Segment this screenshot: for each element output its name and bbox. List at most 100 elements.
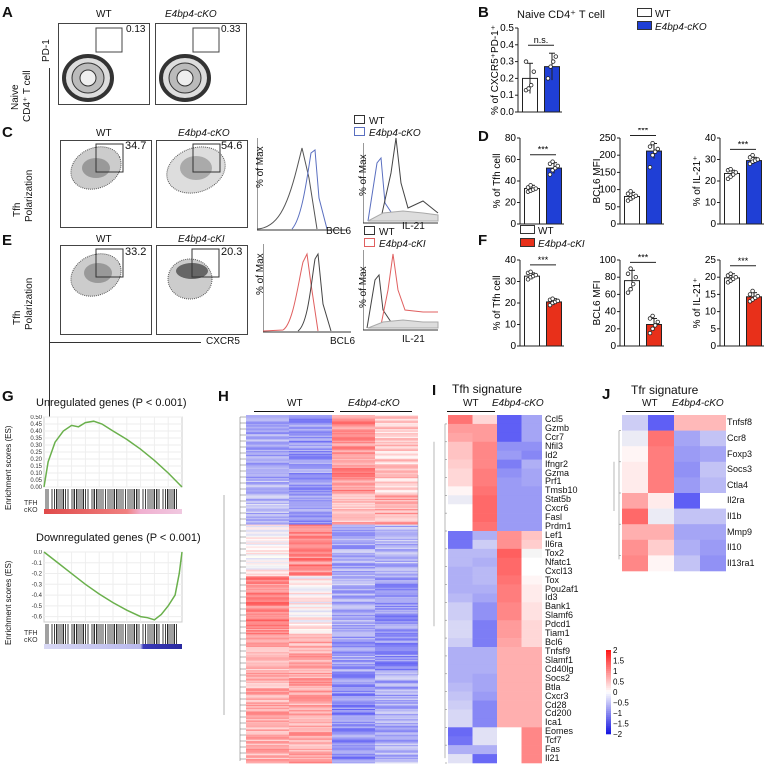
- data-point: [755, 293, 760, 299]
- heatmap-cell: [246, 532, 289, 534]
- legend-item: WT: [637, 8, 707, 21]
- heatmap-cell: [521, 620, 542, 630]
- heatmap-cell: [246, 686, 289, 689]
- heatmap-cell: [289, 705, 332, 707]
- heatmap-cell: [472, 620, 497, 630]
- heatmap-cell: [332, 494, 375, 497]
- heatmap-cell: [472, 709, 497, 719]
- heatmap-cell: [700, 508, 726, 525]
- data-point: [625, 271, 631, 276]
- y-tick-label: 50: [605, 202, 617, 213]
- heatmap-cell: [375, 567, 418, 569]
- bar: [746, 296, 762, 347]
- heatmap-cell: [332, 589, 375, 591]
- heatmap-cell: [289, 453, 332, 456]
- heatmap-cell: [332, 479, 375, 482]
- y-tick-label: 60: [505, 155, 517, 166]
- heatmap-cell: [375, 430, 418, 433]
- gene-label: Tox: [545, 574, 560, 585]
- colorbar-tick-label: −0.5: [613, 699, 629, 708]
- heatmap-cell: [289, 743, 332, 746]
- significance-label: n.s.: [534, 35, 549, 45]
- heatmap-cell: [246, 462, 289, 465]
- flow-e-wt-title: WT: [96, 234, 112, 245]
- heatmap-cell: [375, 761, 418, 764]
- heatmap-cell: [289, 431, 332, 434]
- heatmap-cell: [289, 577, 332, 580]
- heatmap-cell: [622, 415, 648, 431]
- heatmap-cell: [375, 694, 418, 697]
- heatmap-cell: [246, 603, 289, 605]
- colorbar-segment: [606, 698, 611, 701]
- heatmap-cell: [375, 592, 418, 595]
- heatmap-cell: [289, 656, 332, 658]
- heatmap-cell: [289, 601, 332, 604]
- heatmap-cell: [289, 717, 332, 720]
- heatmap-cell: [246, 608, 289, 611]
- data-point: [633, 275, 638, 280]
- heatmap-cell: [332, 688, 375, 690]
- heatmap-cell: [497, 700, 522, 710]
- heatmap-cell: [622, 555, 648, 572]
- heatmap-cell: [375, 555, 418, 558]
- gene-label: Ica1: [545, 717, 563, 728]
- heatmap-cell: [472, 539, 497, 550]
- heatmap-cell: [332, 467, 375, 470]
- heatmap-cell: [375, 447, 418, 449]
- density-contour: [62, 54, 114, 102]
- heatmap-cell: [375, 478, 418, 480]
- heatmap-cell: [246, 607, 289, 609]
- heatmap-cell: [472, 432, 497, 443]
- heatmap-cell: [246, 616, 289, 618]
- heatmap-cell: [375, 554, 418, 556]
- heatmap-cell: [246, 444, 289, 447]
- heatmap-cell: [246, 577, 289, 580]
- heatmap-cell: [246, 733, 289, 736]
- heatmap-cell: [332, 643, 375, 645]
- legend-swatch: [637, 8, 652, 17]
- heatmap-cell: [289, 578, 332, 581]
- heatmap-cell: [375, 631, 418, 634]
- heatmap-cell: [289, 701, 332, 703]
- heatmap-cell: [375, 443, 418, 446]
- data-point: [631, 281, 636, 287]
- heatmap-cell: [289, 574, 332, 577]
- heatmap-cell: [375, 703, 418, 706]
- heatmap-cell: [375, 542, 418, 545]
- y-tick-label: 0.5: [500, 23, 514, 34]
- gate-box: [192, 27, 220, 53]
- heatmap-cell: [375, 666, 418, 669]
- heatmap-i-title: Tfh signature: [452, 382, 523, 396]
- heatmap-cell: [289, 643, 332, 645]
- heatmap-cell: [289, 661, 332, 663]
- heatmap-cell: [246, 730, 289, 733]
- heatmap-cell: [246, 618, 289, 621]
- heatmap-cell: [289, 485, 332, 488]
- heatmap-cell: [246, 515, 289, 518]
- heatmap-cell: [332, 515, 375, 518]
- heatmap-cell: [289, 444, 332, 447]
- heatmap-cell: [246, 451, 289, 453]
- heatmap-cell: [375, 418, 418, 421]
- data-point: [628, 287, 633, 292]
- heatmap-cell: [375, 630, 418, 632]
- heatmap-cell: [375, 549, 418, 551]
- heatmap-cell: [375, 636, 418, 639]
- heatmap-cell: [375, 752, 418, 755]
- y-tick-label: 0.20: [30, 457, 42, 463]
- heatmap-cell: [375, 619, 418, 622]
- heatmap-cell: [246, 491, 289, 493]
- heatmap-cell: [246, 457, 289, 460]
- heatmap-cell: [332, 697, 375, 699]
- heatmap-cell: [375, 656, 418, 658]
- y-tick-label: 40: [505, 176, 517, 187]
- heatmap-cell: [375, 720, 418, 723]
- heatmap-cell: [289, 751, 332, 754]
- heatmap-cell: [289, 587, 332, 590]
- heatmap-cell: [375, 698, 418, 701]
- heatmap-cell: [289, 604, 332, 607]
- legend-item: WT: [354, 115, 421, 127]
- heatmap-cell: [648, 477, 674, 494]
- heatmap-cell: [497, 522, 522, 532]
